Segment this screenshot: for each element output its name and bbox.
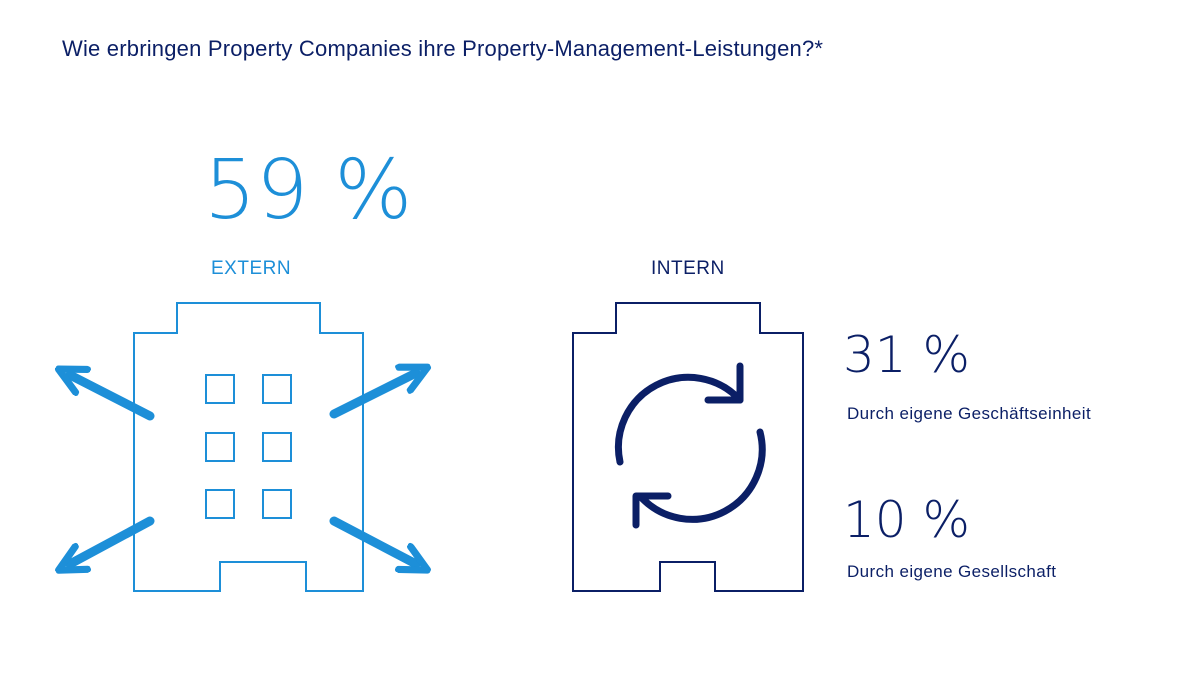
refresh-arrowhead-top [704,362,744,404]
intern-building-outline [572,302,804,592]
extern-percentage: 59 % [204,143,413,238]
outward-arrows [70,373,416,564]
building-arrows-out-icon [70,302,416,592]
window [262,374,292,404]
window [205,374,235,404]
intern-unit-percentage: 31 % [843,326,971,384]
refresh-arc-bottom [636,428,766,523]
building-refresh-icon [572,302,804,592]
intern-company-description: Durch eigene Gesellschaft [847,562,1057,581]
extern-label: EXTERN [211,258,292,279]
arrow-up-left-icon [70,375,155,421]
window [262,432,292,462]
extern-building-outline [133,302,364,592]
window [262,489,292,519]
window [205,432,235,462]
arrow-up-right-icon [329,373,416,419]
intern-company-percentage: 10 % [843,491,971,549]
intern-label: INTERN [651,258,725,279]
window [205,489,235,519]
arrow-down-left-icon [70,516,155,564]
extern-building-windows [205,374,292,519]
refresh-arrowhead-bottom [632,492,672,529]
chart-title: Wie erbringen Property Companies ihre Pr… [62,36,824,61]
refresh-arc-top [614,373,744,466]
intern-unit-description: Durch eigene Geschäftseinheit [847,404,1092,423]
refresh-icon [614,362,766,529]
arrow-down-right-icon [329,516,416,564]
